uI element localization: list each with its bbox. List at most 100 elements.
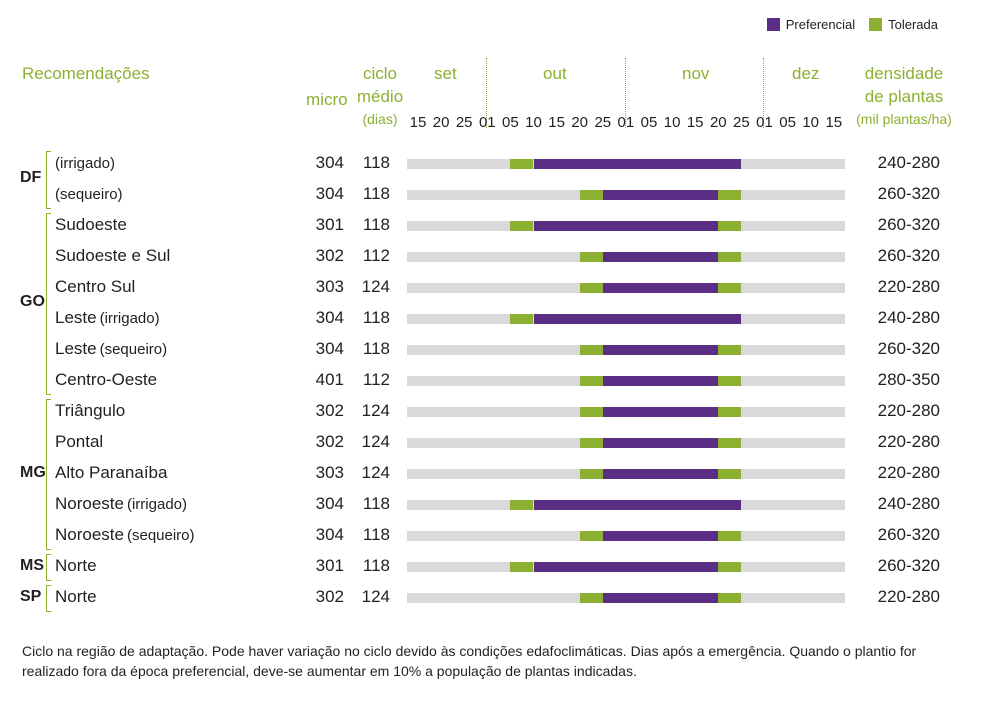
region-label: Norte <box>55 556 97 576</box>
region-condition: (sequeiro) <box>99 341 168 358</box>
region-label: Sudoeste e Sul <box>55 246 170 266</box>
month-nov: nov <box>682 64 710 83</box>
region-name: Norte <box>55 556 97 575</box>
ciclo-value: 124 <box>361 432 390 451</box>
day-tick-label: 15 <box>686 114 704 131</box>
tolerada-bar-end <box>718 531 742 541</box>
densidade-value: 220-280 <box>877 432 940 451</box>
region-name: Centro Sul <box>55 277 136 296</box>
day-tick-label: 15 <box>548 114 565 131</box>
ciclo-value: 124 <box>361 463 390 482</box>
month-divider <box>763 58 764 128</box>
region-label: Norte <box>55 587 97 607</box>
table-row: Noroeste (irrigado) 304 118 240-280 <box>0 489 986 520</box>
header-ciclo: ciclo médio (dias) <box>352 62 408 131</box>
tolerada-bar-start <box>510 221 534 231</box>
region-label: (irrigado) <box>55 153 115 173</box>
ciclo-value: 112 <box>362 246 390 265</box>
region-name: Noroeste <box>55 494 124 513</box>
table-row: Noroeste (sequeiro) 304 118 260-320 <box>0 520 986 551</box>
tolerada-bar-start <box>579 469 603 479</box>
densidade-value: 240-280 <box>877 153 940 172</box>
region-label: Centro-Oeste <box>55 370 157 390</box>
tolerada-bar-start <box>579 407 603 417</box>
state-label: DF <box>20 169 42 186</box>
densidade-value: 280-350 <box>877 370 940 389</box>
table-row: Centro-Oeste 401 112 280-350 <box>0 365 986 396</box>
preferencial-bar <box>533 221 719 231</box>
region-name: Leste <box>55 308 97 327</box>
micro-value: 304 <box>315 339 344 358</box>
tolerada-bar-end <box>718 376 742 386</box>
tolerada-bar-start <box>579 283 603 293</box>
ciclo-value: 118 <box>362 525 390 544</box>
region-condition: (irrigado) <box>99 310 160 327</box>
state-label: MG <box>20 463 46 481</box>
micro-value: 304 <box>315 494 344 513</box>
header-densidade-line2: de plantas <box>864 87 944 106</box>
densidade-value: 220-280 <box>877 277 940 296</box>
timeline-track <box>407 314 845 324</box>
preferencial-bar <box>602 407 719 417</box>
tolerada-bar-end <box>718 562 742 572</box>
table-row: Sudoeste 301 118 260-320 <box>0 210 986 241</box>
preferencial-bar <box>602 252 719 262</box>
tolerada-bar-end <box>718 345 742 355</box>
timeline-track <box>407 562 845 572</box>
ciclo-value: 118 <box>362 556 390 575</box>
micro-value: 301 <box>315 556 344 575</box>
timeline-track <box>407 252 845 262</box>
tolerada-bar-end <box>718 469 742 479</box>
region-name: Sudoeste <box>55 215 127 234</box>
day-tick-label: 20 <box>571 114 589 131</box>
preferencial-bar <box>533 500 742 510</box>
micro-value: 302 <box>315 587 344 606</box>
densidade-value: 240-280 <box>877 494 940 513</box>
ciclo-value: 118 <box>362 153 390 172</box>
region-name: Centro-Oeste <box>55 370 158 389</box>
ciclo-value: 118 <box>362 494 390 513</box>
header-densidade: densidade de plantas (mil plantas/ha) <box>848 62 960 131</box>
region-label: Triângulo <box>55 401 125 421</box>
tolerada-bar-end <box>718 438 742 448</box>
region-condition: (irrigado) <box>55 155 116 172</box>
micro-value: 303 <box>315 277 344 296</box>
region-label: Noroeste (sequeiro) <box>55 525 195 545</box>
region-name: Norte <box>55 587 97 606</box>
table-row: (irrigado) 304 118 240-280 <box>0 148 986 179</box>
table-row: Pontal 302 124 220-280 <box>0 427 986 458</box>
tolerada-bar-start <box>510 562 534 572</box>
state-label: MS <box>20 556 44 574</box>
table-row: Norte 302 124 220-280 <box>0 582 986 613</box>
tolerada-bar-start <box>510 314 534 324</box>
header-micro: micro <box>306 90 348 109</box>
region-label: Leste (irrigado) <box>55 308 160 328</box>
region-label: Sudoeste <box>55 215 127 235</box>
preferencial-bar <box>602 190 719 200</box>
header-ciclo-line1: ciclo <box>362 64 397 83</box>
preferencial-bar <box>602 593 719 603</box>
region-label: Pontal <box>55 432 103 452</box>
tolerada-bar-end <box>718 283 742 293</box>
preferencial-bar <box>533 562 719 572</box>
state-bracket <box>46 585 51 612</box>
region-condition: (irrigado) <box>126 496 187 513</box>
ciclo-value: 118 <box>362 184 390 203</box>
micro-value: 304 <box>315 525 344 544</box>
region-label: Noroeste (irrigado) <box>55 494 187 514</box>
day-tick-label: 10 <box>525 114 542 131</box>
preferencial-bar <box>533 314 742 324</box>
region-name: Pontal <box>55 432 104 451</box>
day-tick-label: 20 <box>709 114 727 131</box>
day-tick-label: 10 <box>663 114 681 131</box>
densidade-value: 220-280 <box>877 587 940 606</box>
densidade-value: 260-320 <box>877 556 940 575</box>
timeline-track <box>407 376 845 386</box>
timeline-track <box>407 283 845 293</box>
ciclo-value: 124 <box>361 277 390 296</box>
table-row: Centro Sul 303 124 220-280 <box>0 272 986 303</box>
state-bracket <box>46 151 51 209</box>
region-name: Sudoeste e Sul <box>55 246 171 265</box>
micro-value: 302 <box>315 401 344 420</box>
day-tick-label: 01 <box>478 114 496 131</box>
